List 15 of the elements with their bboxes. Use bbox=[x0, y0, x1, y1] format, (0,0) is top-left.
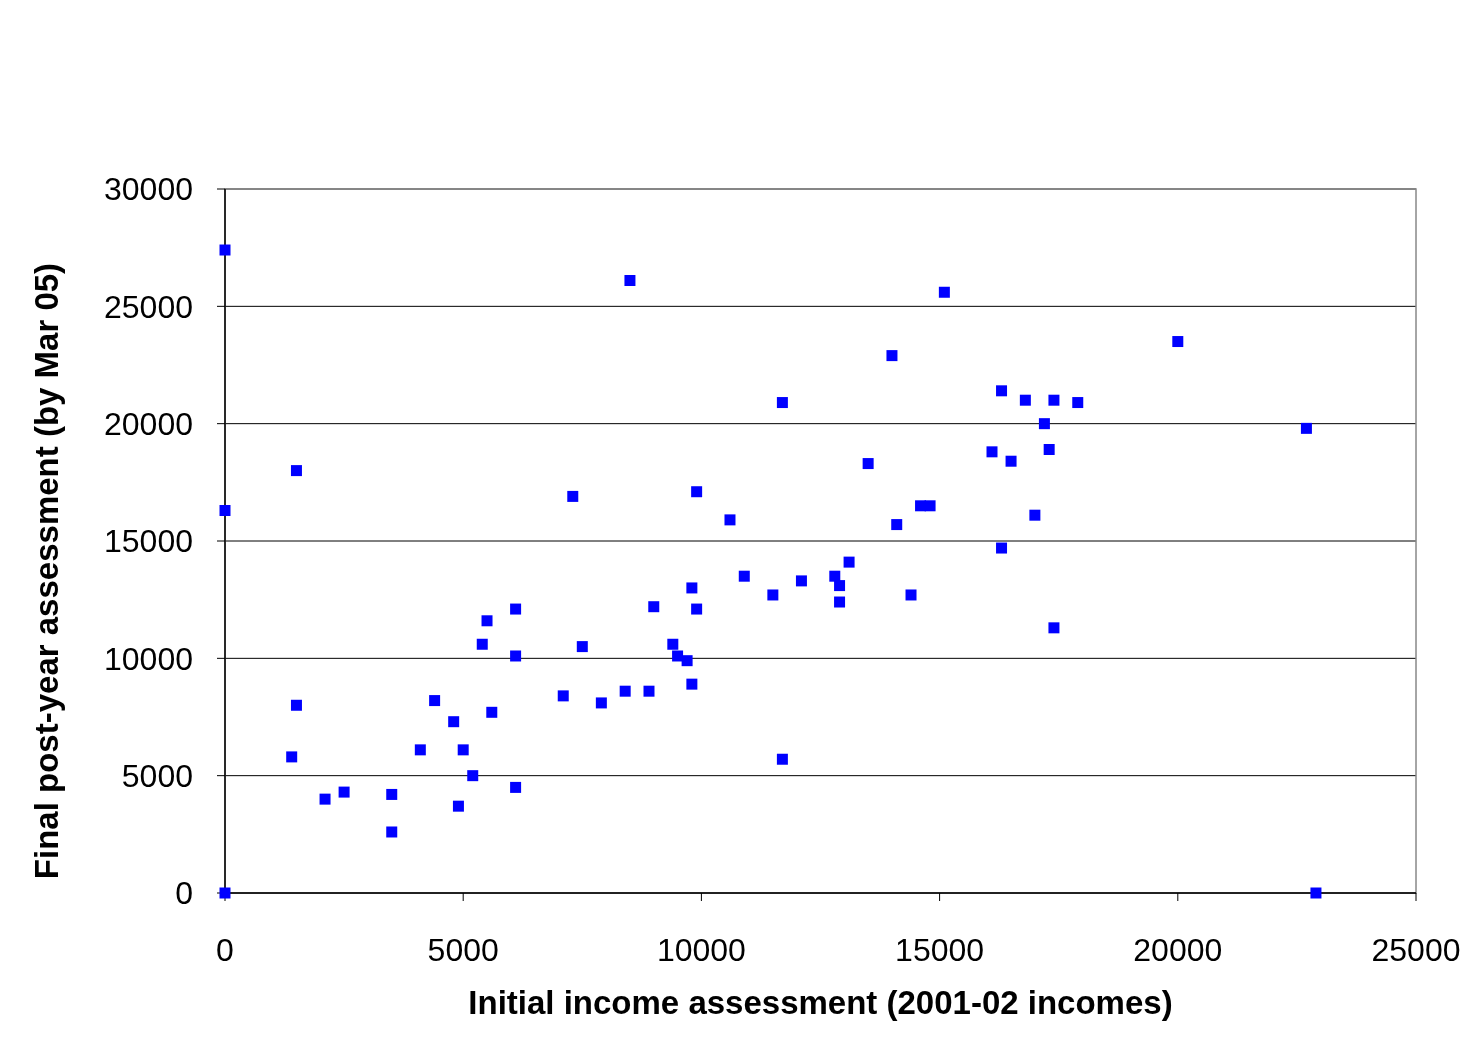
y-tick-label: 20000 bbox=[104, 405, 193, 442]
x-tick-label: 20000 bbox=[1133, 932, 1223, 968]
y-tick-label: 0 bbox=[175, 875, 193, 912]
y-tick-label: 25000 bbox=[104, 288, 193, 325]
x-axis-title: Initial income assessment (2001-02 incomes) bbox=[468, 984, 1173, 1021]
x-tick-label: 10000 bbox=[656, 932, 746, 968]
y-axis-title: Final post-year assessment (by Mar 05) bbox=[28, 262, 65, 880]
x-tick-label: 0 bbox=[216, 932, 234, 968]
y-tick-label: 10000 bbox=[104, 640, 193, 677]
x-tick-label: 5000 bbox=[427, 932, 499, 968]
y-tick-label: 5000 bbox=[121, 757, 193, 794]
y-tick-label: 30000 bbox=[104, 171, 193, 208]
y-tick-label: 15000 bbox=[104, 523, 193, 560]
x-tick-label: 15000 bbox=[895, 932, 985, 968]
x-tick-label: 25000 bbox=[1371, 932, 1461, 968]
